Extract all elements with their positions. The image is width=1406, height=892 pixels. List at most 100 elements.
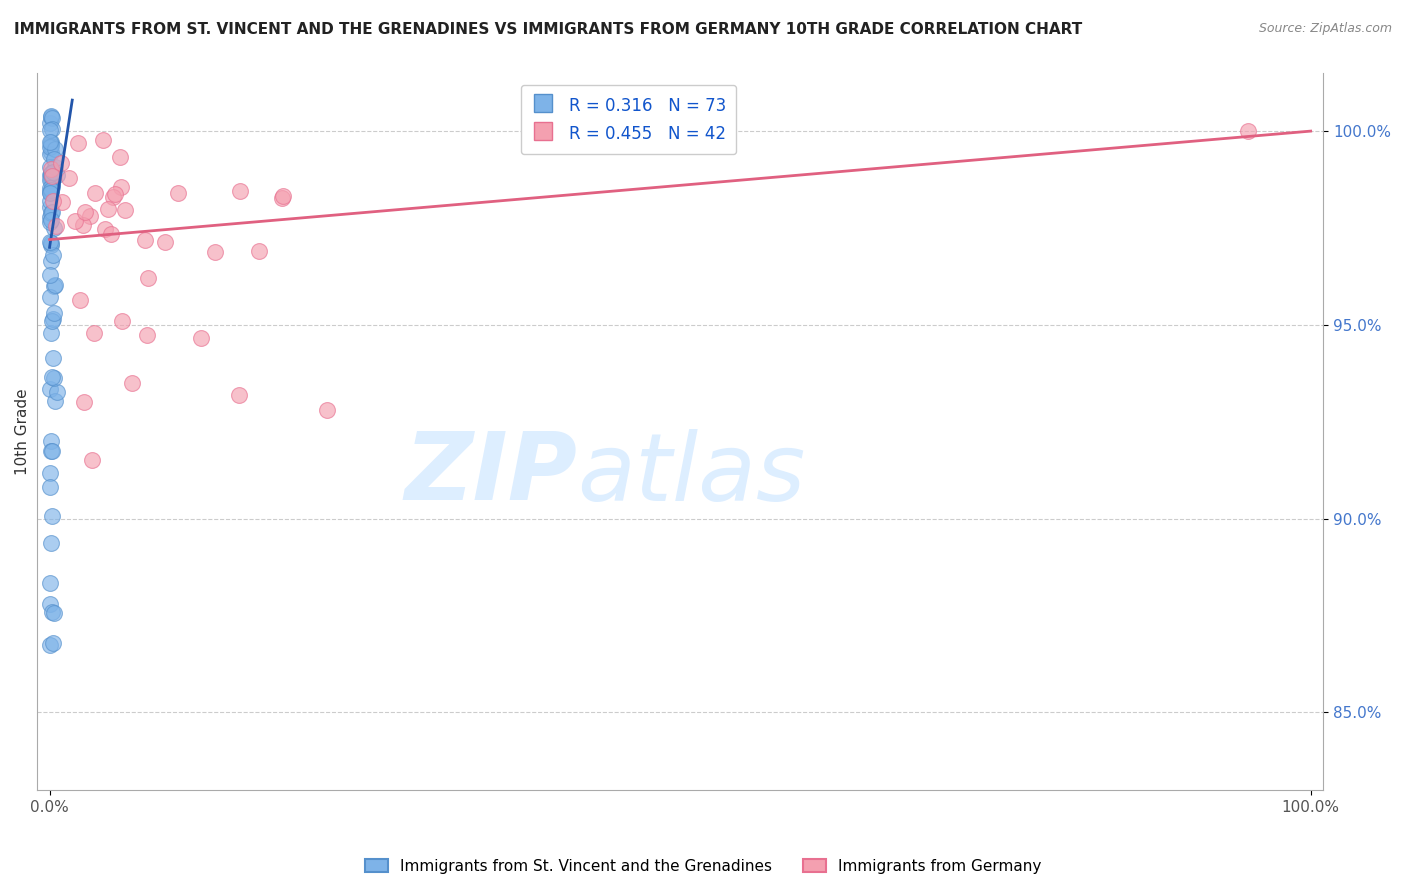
Point xyxy=(39,135,62,149)
Point xyxy=(39,211,62,225)
Point xyxy=(39,205,62,219)
Point xyxy=(69,293,91,307)
Point xyxy=(83,326,105,340)
Point xyxy=(38,194,60,208)
Y-axis label: 10th Grade: 10th Grade xyxy=(15,388,30,475)
Point xyxy=(44,142,66,156)
Point xyxy=(38,169,60,183)
Point xyxy=(79,209,101,223)
Point xyxy=(229,184,252,198)
Point xyxy=(44,277,66,292)
Point xyxy=(100,227,122,241)
Point xyxy=(41,434,63,449)
Point xyxy=(42,351,65,365)
Point xyxy=(41,169,63,183)
Point xyxy=(93,221,115,235)
Point xyxy=(39,268,62,282)
Point xyxy=(38,115,60,129)
Point xyxy=(41,205,63,219)
Point xyxy=(58,170,80,185)
Point xyxy=(136,327,159,342)
Point xyxy=(41,171,63,186)
Point xyxy=(45,384,67,399)
Point xyxy=(39,135,62,149)
Text: IMMIGRANTS FROM ST. VINCENT AND THE GRENADINES VS IMMIGRANTS FROM GERMANY 10TH G: IMMIGRANTS FROM ST. VINCENT AND THE GREN… xyxy=(14,22,1083,37)
Point xyxy=(39,185,62,199)
Point xyxy=(41,161,63,176)
Point xyxy=(110,180,132,194)
Point xyxy=(44,606,66,620)
Point xyxy=(51,194,73,209)
Point xyxy=(38,140,60,154)
Point xyxy=(39,137,62,152)
Point xyxy=(39,212,62,227)
Point xyxy=(80,453,103,467)
Point xyxy=(41,122,63,136)
Point xyxy=(83,186,105,200)
Point xyxy=(39,185,62,199)
Point xyxy=(39,173,62,187)
Point xyxy=(41,172,63,186)
Point xyxy=(39,186,62,200)
Point xyxy=(41,194,63,208)
Point xyxy=(91,133,114,147)
Point xyxy=(39,326,62,341)
Point xyxy=(38,576,60,591)
Point xyxy=(38,466,60,480)
Legend: R = 0.316   N = 73, R = 0.455   N = 42: R = 0.316 N = 73, R = 0.455 N = 42 xyxy=(520,85,737,154)
Point xyxy=(39,215,62,229)
Point xyxy=(44,160,66,174)
Point xyxy=(41,254,63,268)
Point xyxy=(39,181,62,195)
Point xyxy=(65,214,87,228)
Point xyxy=(39,145,62,159)
Point xyxy=(49,156,72,170)
Point xyxy=(66,136,89,151)
Point xyxy=(39,109,62,123)
Point xyxy=(39,382,62,396)
Point xyxy=(39,123,62,137)
Point xyxy=(39,238,62,252)
Point xyxy=(73,205,96,219)
Text: ZIP: ZIP xyxy=(405,428,578,520)
Legend: Immigrants from St. Vincent and the Grenadines, Immigrants from Germany: Immigrants from St. Vincent and the Gren… xyxy=(359,853,1047,880)
Point xyxy=(39,235,62,249)
Point xyxy=(97,202,120,217)
Point xyxy=(41,443,63,458)
Point xyxy=(45,168,67,182)
Point xyxy=(39,183,62,197)
Point xyxy=(104,186,127,201)
Point xyxy=(39,166,62,180)
Point xyxy=(155,235,177,250)
Point xyxy=(39,638,62,652)
Point xyxy=(167,186,190,201)
Point xyxy=(42,164,65,178)
Point xyxy=(271,189,294,203)
Point xyxy=(1236,124,1258,138)
Point xyxy=(38,480,60,494)
Point xyxy=(121,376,143,390)
Point xyxy=(41,369,63,384)
Point xyxy=(138,271,160,285)
Point xyxy=(39,138,62,153)
Point xyxy=(228,387,250,401)
Point xyxy=(41,605,63,619)
Point xyxy=(73,395,96,409)
Point xyxy=(41,180,63,194)
Point xyxy=(38,290,60,304)
Point xyxy=(41,636,63,650)
Point xyxy=(42,152,65,166)
Point xyxy=(190,331,212,345)
Point xyxy=(247,244,270,258)
Point xyxy=(41,508,63,523)
Point xyxy=(42,220,65,235)
Point xyxy=(101,190,124,204)
Point xyxy=(41,111,63,125)
Point xyxy=(42,312,65,326)
Point xyxy=(38,160,60,174)
Point xyxy=(38,598,60,612)
Point xyxy=(39,110,62,124)
Point xyxy=(41,178,63,192)
Point xyxy=(39,236,62,251)
Point xyxy=(39,200,62,214)
